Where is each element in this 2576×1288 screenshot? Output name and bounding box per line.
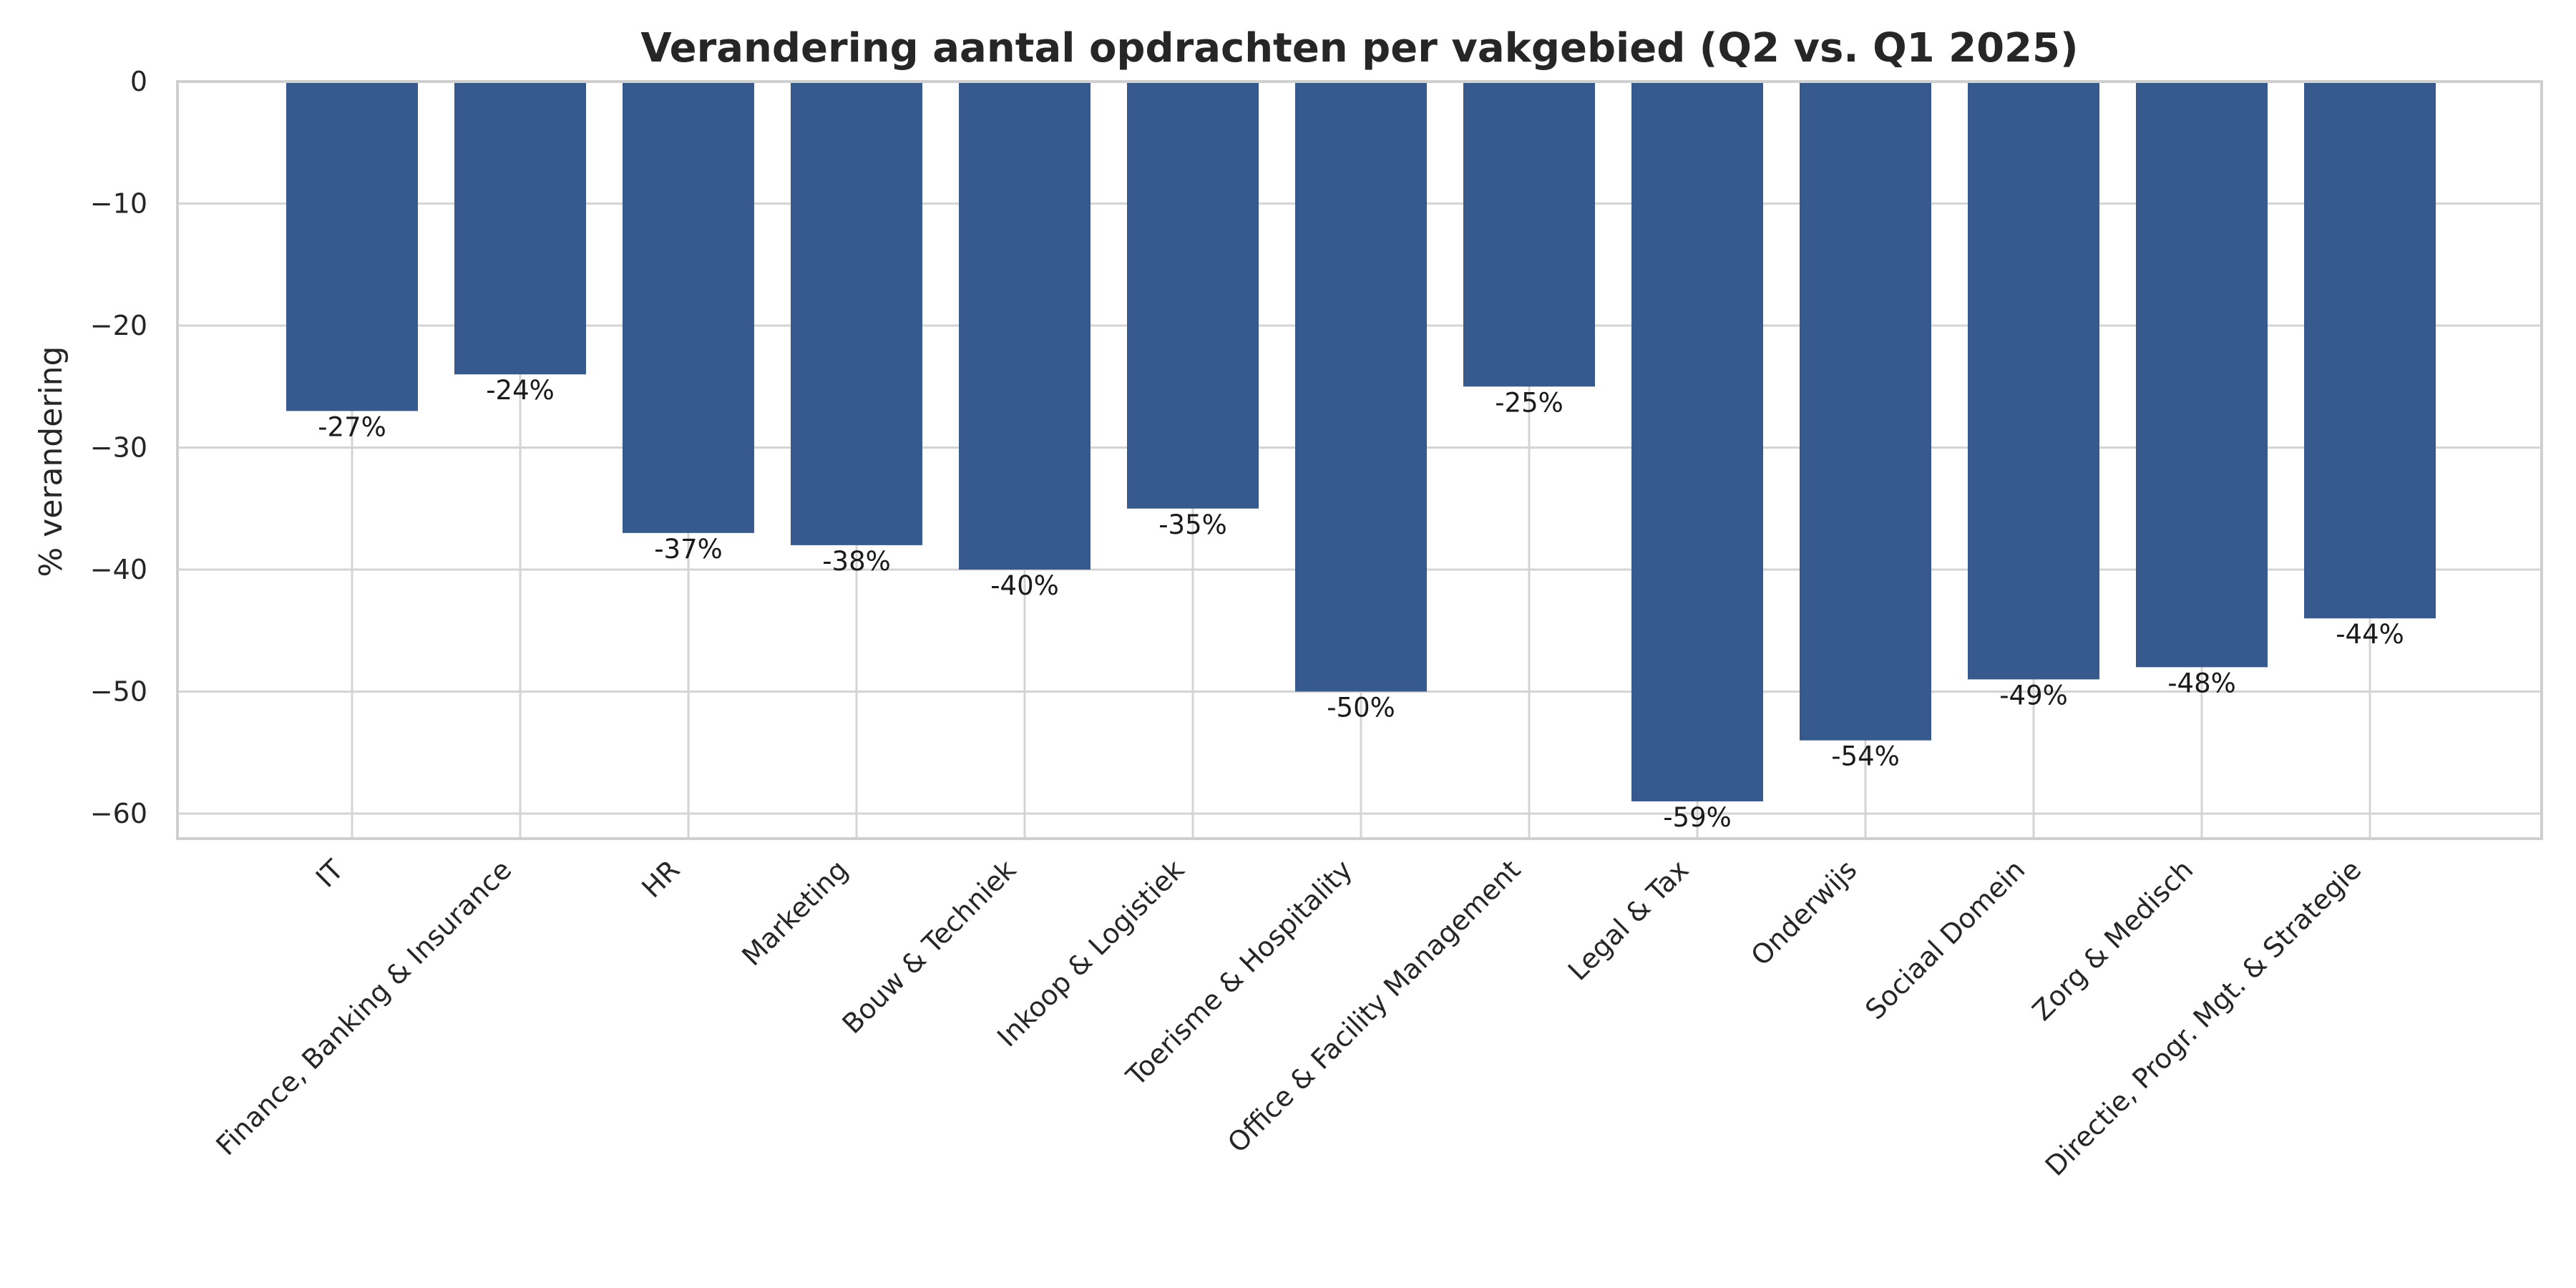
- bar-data-label: -54%: [1831, 741, 1900, 772]
- bar-data-label: -48%: [2167, 668, 2236, 698]
- bar: [1800, 82, 1931, 741]
- bar-data-label: -24%: [486, 375, 555, 406]
- bar: [454, 82, 586, 375]
- bar-data-label: -37%: [654, 534, 723, 565]
- bar-data-label: -35%: [1158, 509, 1227, 540]
- y-tick-label: −10: [90, 188, 147, 220]
- y-tick-label: 0: [130, 66, 147, 97]
- bar-data-label: -25%: [1495, 387, 1563, 418]
- bar-data-label: -27%: [318, 411, 386, 442]
- bar: [623, 82, 754, 533]
- bar-data-label: -38%: [822, 546, 891, 577]
- y-axis-ticks: 0 −10 −20 −30 −40 −50 −60: [90, 66, 147, 829]
- bars: [286, 82, 2436, 801]
- bar: [959, 82, 1091, 570]
- bar-data-label: -50%: [1327, 693, 1395, 723]
- bar: [1127, 82, 1259, 509]
- bar: [791, 82, 922, 545]
- bar: [1968, 82, 2099, 680]
- y-tick-label: −30: [90, 432, 147, 464]
- chart-title: Verandering aantal opdrachten per vakgeb…: [640, 25, 2078, 72]
- plot-frame: [176, 80, 2543, 840]
- bar-data-label: -44%: [2336, 619, 2404, 650]
- bar: [1631, 82, 1763, 801]
- bar-data-label: -49%: [1999, 680, 2068, 711]
- y-tick-label: −40: [90, 554, 147, 585]
- bar-data-label: -59%: [1663, 802, 1732, 833]
- bar: [2304, 82, 2436, 619]
- bar: [2136, 82, 2268, 668]
- y-tick-label: −20: [90, 310, 147, 341]
- bar: [1463, 82, 1595, 387]
- y-tick-label: −60: [90, 798, 147, 829]
- data-labels: -27% -24% -37% -38% -40% -35% -50% -25% -59% -54%…: [318, 375, 2404, 833]
- bar-data-label: -40%: [990, 570, 1059, 601]
- bar: [286, 82, 418, 411]
- bar: [1295, 82, 1427, 692]
- y-axis-label: % verandering: [33, 346, 69, 577]
- y-tick-label: −50: [90, 676, 147, 708]
